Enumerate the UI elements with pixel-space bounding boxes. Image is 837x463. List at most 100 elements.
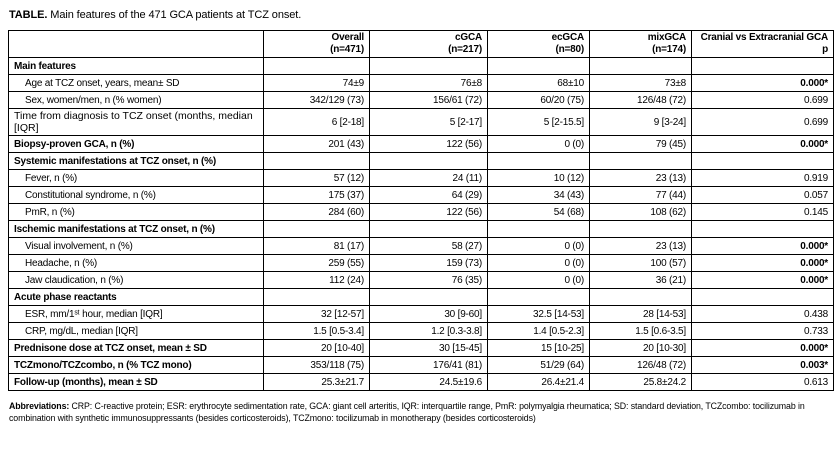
row-label: Systemic manifestations at TCZ onset, n … (8, 152, 264, 170)
cell-value: 159 (73) (369, 254, 488, 272)
cell-value (369, 152, 488, 170)
column-header-p-value: Cranial vs Extracranial GCA p (691, 30, 834, 58)
cell-value: 1.2 [0.3-3.8] (369, 322, 488, 340)
cell-value (589, 152, 692, 170)
cell-p-value: 0.699 (691, 91, 834, 109)
cell-value: 1.5 [0.6-3.5] (589, 322, 692, 340)
cell-value: 77 (44) (589, 186, 692, 204)
cell-value: 353/118 (75) (263, 356, 370, 374)
row-label: TCZmono/TCZcombo, n (% TCZ mono) (8, 356, 264, 374)
table-row: Time from diagnosis to TCZ onset (months… (8, 108, 834, 136)
table-row: Visual involvement, n (%) 81 (17) 58 (27) 0… (8, 237, 834, 255)
cell-value (487, 288, 590, 306)
cell-value: 9 [3-24] (589, 108, 692, 136)
cell-value: 108 (62) (589, 203, 692, 221)
cell-value: 57 (12) (263, 169, 370, 187)
cell-value (263, 288, 370, 306)
table-row: Sex, women/men, n (% women) 342/129 (73) 1… (8, 91, 834, 109)
row-label: CRP, mg/dL, median [IQR] (8, 322, 264, 340)
table-row: Prednisone dose at TCZ onset, mean ± SD 2… (8, 339, 834, 357)
cell-value: 201 (43) (263, 135, 370, 153)
cell-value (589, 220, 692, 238)
table-row: Biopsy-proven GCA, n (%) 201 (43) 122 (56)… (8, 135, 834, 153)
cell-p-value (691, 220, 834, 238)
cell-value: 23 (13) (589, 237, 692, 255)
cell-value: 6 [2-18] (263, 108, 370, 136)
cell-value (263, 152, 370, 170)
cell-p-value (691, 288, 834, 306)
cell-p-value: 0.733 (691, 322, 834, 340)
cell-value: 30 [9-60] (369, 305, 488, 323)
row-label: Acute phase reactants (8, 288, 264, 306)
cell-value: 64 (29) (369, 186, 488, 204)
header-empty-cell (8, 30, 264, 58)
cell-p-value (691, 57, 834, 75)
cell-value: 112 (24) (263, 271, 370, 289)
table-row: ESR, mm/1ˢᵗ hour, median [IQR] 32 [12-57]… (8, 305, 834, 323)
cell-value: 175 (37) (263, 186, 370, 204)
row-label: Biopsy-proven GCA, n (%) (8, 135, 264, 153)
table-row: Systemic manifestations at TCZ onset, n … (8, 152, 834, 170)
abbreviations-label: Abbreviations: (9, 401, 70, 411)
cell-value: 5 [2-15.5] (487, 108, 590, 136)
cell-p-value (691, 152, 834, 170)
cell-value: 60/20 (75) (487, 91, 590, 109)
cell-value (369, 57, 488, 75)
row-label: Constitutional syndrome, n (%) (8, 186, 264, 204)
cell-value: 5 [2-17] (369, 108, 488, 136)
table-title-prefix: TABLE. (9, 9, 48, 21)
cell-p-value: 0.057 (691, 186, 834, 204)
cell-value: 25.8±24.2 (589, 373, 692, 391)
cell-value: 0 (0) (487, 237, 590, 255)
cell-value: 51/29 (64) (487, 356, 590, 374)
row-label: PmR, n (%) (8, 203, 264, 221)
cell-value: 76±8 (369, 74, 488, 92)
cell-p-value: 0.438 (691, 305, 834, 323)
cell-value: 126/48 (72) (589, 356, 692, 374)
cell-p-value: 0.000* (691, 254, 834, 272)
cell-value (263, 220, 370, 238)
cell-value (369, 220, 488, 238)
cell-p-value: 0.000* (691, 271, 834, 289)
cell-value: 126/48 (72) (589, 91, 692, 109)
table-row: CRP, mg/dL, median [IQR] 1.5 [0.5-3.4] 1.2… (8, 322, 834, 340)
row-label: Sex, women/men, n (% women) (8, 91, 264, 109)
cell-value: 26.4±21.4 (487, 373, 590, 391)
cell-value: 0 (0) (487, 135, 590, 153)
cell-value: 76 (35) (369, 271, 488, 289)
table-row: Acute phase reactants (8, 288, 834, 306)
cell-value: 176/41 (81) (369, 356, 488, 374)
table-row: Main features (8, 57, 834, 75)
cell-p-value: 0.145 (691, 203, 834, 221)
cell-value: 25.3±21.7 (263, 373, 370, 391)
cell-value: 36 (21) (589, 271, 692, 289)
cell-value: 54 (68) (487, 203, 590, 221)
row-label: Fever, n (%) (8, 169, 264, 187)
cell-value (487, 57, 590, 75)
row-label: Ischemic manifestations at TCZ onset, n … (8, 220, 264, 238)
cell-value: 20 [10-30] (589, 339, 692, 357)
table-row: Headache, n (%) 259 (55) 159 (73) 0 (0) 100 … (8, 254, 834, 272)
abbreviations-footnote: Abbreviations: CRP: C-reactive protein; … (9, 401, 827, 425)
column-header-overall: Overall (n=471) (263, 30, 370, 58)
row-label: Main features (8, 57, 264, 75)
table-row: Fever, n (%) 57 (12) 24 (11) 10 (12) 23 (13)… (8, 169, 834, 187)
column-header-cgca: cGCA (n=217) (369, 30, 488, 58)
cell-value: 32 [12-57] (263, 305, 370, 323)
gca-features-table: Overall (n=471) cGCA (n=217) ecGCA (n=80) m… (8, 30, 834, 391)
cell-p-value: 0.919 (691, 169, 834, 187)
cell-value: 68±10 (487, 74, 590, 92)
row-label: Time from diagnosis to TCZ onset (months… (8, 108, 264, 136)
row-label: ESR, mm/1ˢᵗ hour, median [IQR] (8, 305, 264, 323)
cell-value (369, 288, 488, 306)
cell-value: 23 (13) (589, 169, 692, 187)
cell-value: 30 [15-45] (369, 339, 488, 357)
cell-value: 1.4 [0.5-2.3] (487, 322, 590, 340)
cell-value: 10 (12) (487, 169, 590, 187)
row-label: Jaw claudication, n (%) (8, 271, 264, 289)
table-title-text: Main features of the 471 GCA patients at… (47, 9, 302, 21)
table-row: Follow-up (months), mean ± SD 25.3±21.7 24… (8, 373, 834, 391)
cell-value: 156/61 (72) (369, 91, 488, 109)
cell-p-value: 0.000* (691, 135, 834, 153)
cell-value: 79 (45) (589, 135, 692, 153)
